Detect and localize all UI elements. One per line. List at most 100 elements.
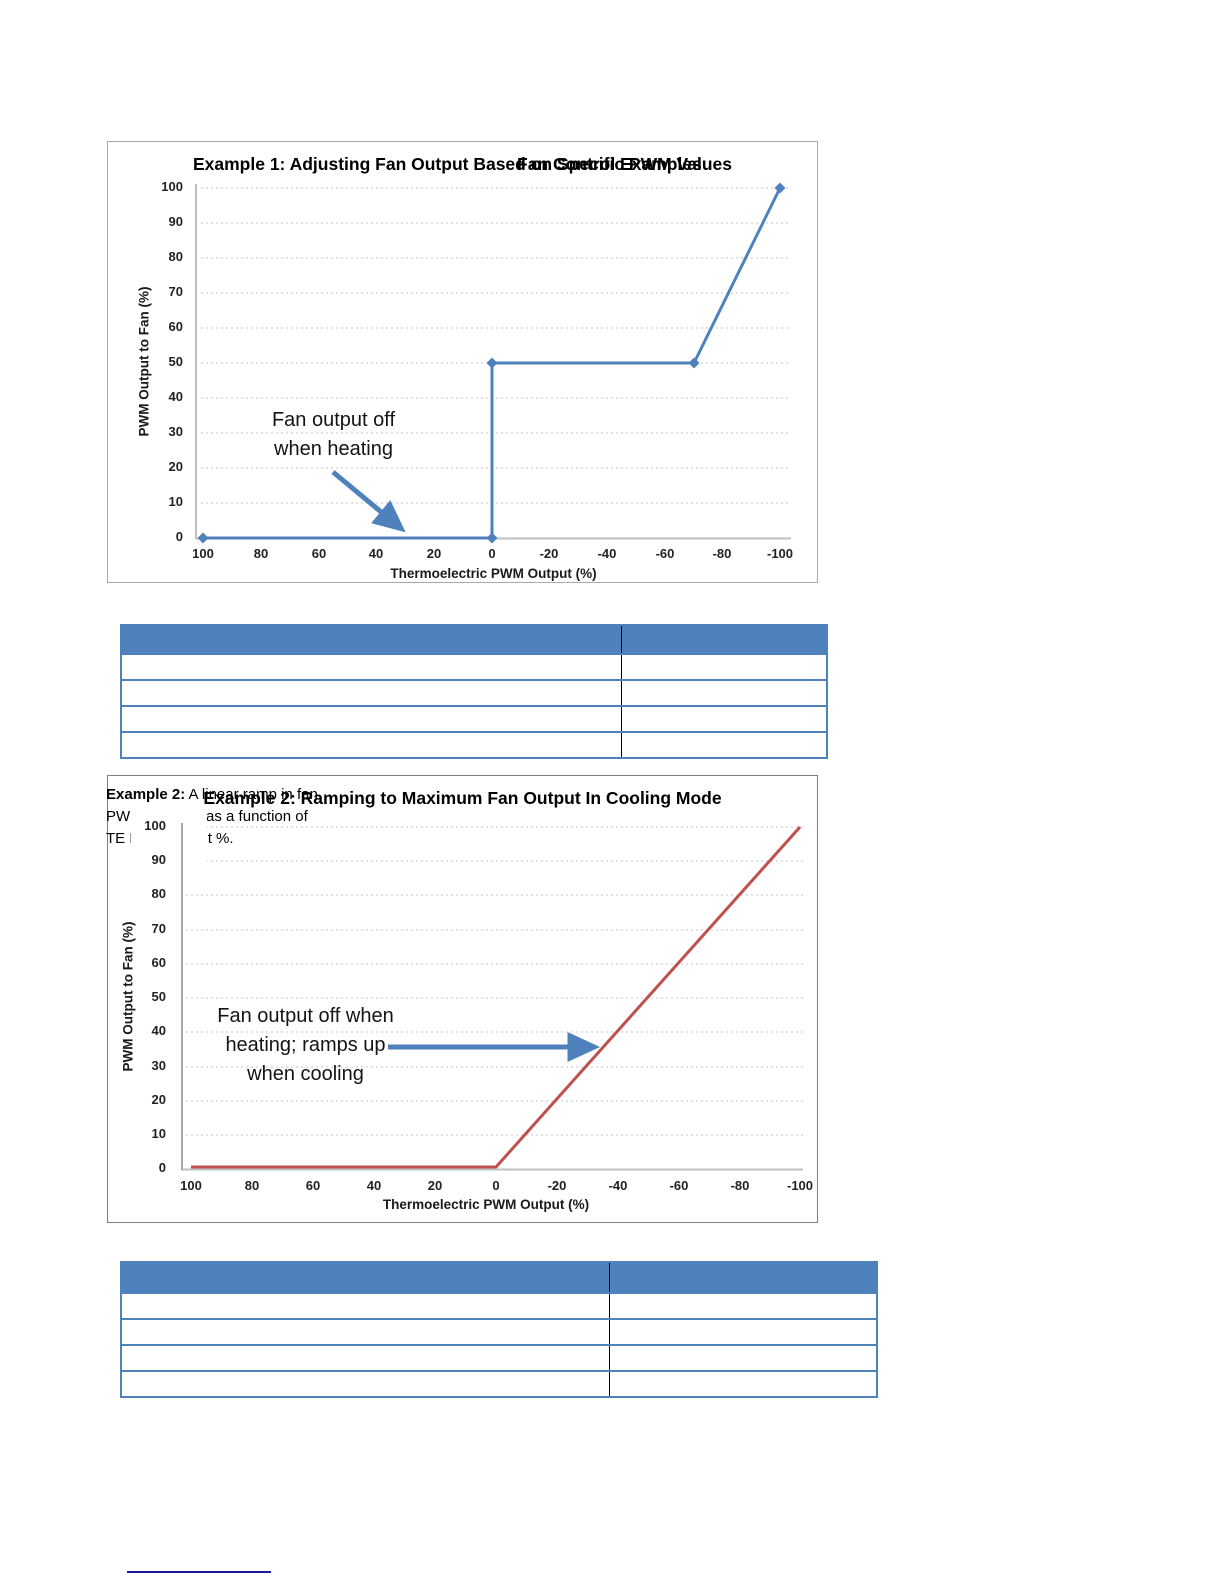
y-tick-label: 40: [168, 389, 183, 404]
y-tick-label: 20: [151, 1092, 166, 1107]
x-tick-label: 20: [427, 1178, 443, 1193]
table-cell: [610, 1346, 876, 1370]
x-tick-label: 20: [426, 546, 442, 561]
annotation-line: when cooling: [247, 1063, 364, 1085]
chart-1-data-markers: [197, 182, 786, 544]
y-tick-label: 10: [151, 1126, 166, 1141]
table-cell: [122, 1346, 610, 1370]
y-tick-label: 90: [168, 214, 183, 229]
chart-2-y-axis: [181, 823, 183, 1170]
y-tick-label: 0: [175, 529, 183, 544]
annotation-line: Fan output off: [271, 409, 396, 431]
table-row: [122, 679, 826, 705]
x-tick-label: 0: [492, 1178, 500, 1193]
x-tick-label: 0: [488, 546, 496, 561]
y-tick-label: 90: [151, 852, 166, 867]
y-tick-label: 50: [151, 989, 166, 1004]
y-tick-label: 60: [168, 319, 183, 334]
table-cell: [610, 1294, 876, 1318]
document-heading-overlay: Fan Control Examples: [517, 154, 702, 174]
y-tick-label: 0: [158, 1160, 166, 1175]
table-cell: [122, 1372, 610, 1396]
x-tick-label: -40: [608, 1178, 628, 1193]
chart-2-title: Example 2: Ramping to Maximum Fan Output…: [203, 788, 722, 808]
table-row: [122, 705, 826, 731]
chart-1-canvas: [195, 182, 791, 544]
table-cell: [122, 733, 622, 757]
x-tick-label: -80: [712, 546, 732, 561]
x-tick-label: 80: [244, 1178, 260, 1193]
chart-1-figure: Example 1: Adjusting Fan Output Based on…: [107, 141, 818, 583]
table-row: [122, 1292, 876, 1318]
y-tick-label: 30: [168, 424, 183, 439]
x-tick-label: -60: [655, 546, 675, 561]
x-tick-label: -20: [547, 1178, 567, 1193]
table-row: [122, 653, 826, 679]
annotation-line: Fan output off when: [217, 1005, 394, 1027]
y-tick-label: 100: [161, 179, 183, 194]
chart-2-canvas: [181, 826, 803, 1171]
chart-2-figure: Example 2: A linear ramp in fan PWM outp…: [106, 775, 818, 1223]
x-tick-label: 60: [311, 546, 327, 561]
table-row: [122, 1318, 876, 1344]
table-cell: [122, 681, 622, 705]
y-tick-label: 20: [168, 459, 183, 474]
table-1-header-cell: [122, 626, 622, 653]
table-cell: [122, 1294, 610, 1318]
y-tick-label: 30: [151, 1058, 166, 1073]
y-tick-label: 40: [151, 1023, 166, 1038]
table-row: [122, 731, 826, 757]
x-axis-title: Thermoelectric PWM Output (%): [390, 566, 597, 581]
chart-1-annotation: Fan output off when heating: [246, 406, 421, 464]
x-tick-label: -40: [597, 546, 617, 561]
table-row: [122, 1344, 876, 1370]
x-axis-title: Thermoelectric PWM Output (%): [382, 1197, 590, 1212]
table-2: [120, 1261, 878, 1398]
table-cell: [122, 707, 622, 731]
table-1: [120, 624, 828, 759]
y-tick-label: 10: [168, 494, 183, 509]
table-cell: [622, 707, 826, 731]
y-tick-label: 60: [151, 955, 166, 970]
y-tick-label: 80: [151, 886, 166, 901]
x-tick-label: 40: [366, 1178, 382, 1193]
chart-2-annotation: Fan output off when heating; ramps up wh…: [198, 1002, 413, 1089]
x-tick-label: -100: [786, 1178, 814, 1193]
y-tick-label: 70: [168, 284, 183, 299]
x-tick-label: -80: [730, 1178, 750, 1193]
table-1-header-cell: [622, 626, 826, 653]
x-tick-label: -100: [766, 546, 794, 561]
table-cell: [622, 681, 826, 705]
table-cell: [610, 1372, 876, 1396]
x-tick-label: 60: [305, 1178, 321, 1193]
y-tick-label: 100: [144, 818, 166, 833]
table-cell: [622, 655, 826, 679]
table-1-header-row: [122, 626, 826, 653]
x-tick-label: -20: [539, 546, 559, 561]
y-tick-label: 70: [151, 921, 166, 936]
footnote-separator-line: [127, 1571, 271, 1573]
annotation-arrow-down-right-icon: [331, 470, 406, 533]
x-tick-label: 40: [368, 546, 384, 561]
table-2-header-cell: [610, 1263, 876, 1292]
y-tick-label: 50: [168, 354, 183, 369]
table-cell: [122, 1320, 610, 1344]
table-2-header-cell: [122, 1263, 610, 1292]
table-cell: [622, 733, 826, 757]
annotation-line: when heating: [274, 438, 393, 460]
chart-1-title: Example 1: Adjusting Fan Output Based on…: [192, 154, 733, 174]
description-line: Example 2: A linear ramp in fan: [106, 786, 318, 803]
x-tick-label: -60: [669, 1178, 689, 1193]
table-cell: [610, 1320, 876, 1344]
chart-2-data-line: [191, 826, 802, 1169]
y-axis-title: PWM Output to Fan (%): [136, 286, 152, 437]
axis-label-background-patch: [131, 804, 207, 874]
x-tick-label: 80: [253, 546, 269, 561]
table-row: [122, 1370, 876, 1396]
x-tick-label: 100: [180, 1178, 202, 1193]
table-cell: [122, 655, 622, 679]
example-2-label: Example 2:: [106, 786, 186, 803]
table-2-header-row: [122, 1263, 876, 1292]
y-tick-label: 80: [168, 249, 183, 264]
annotation-line: heating; ramps up: [225, 1034, 386, 1056]
